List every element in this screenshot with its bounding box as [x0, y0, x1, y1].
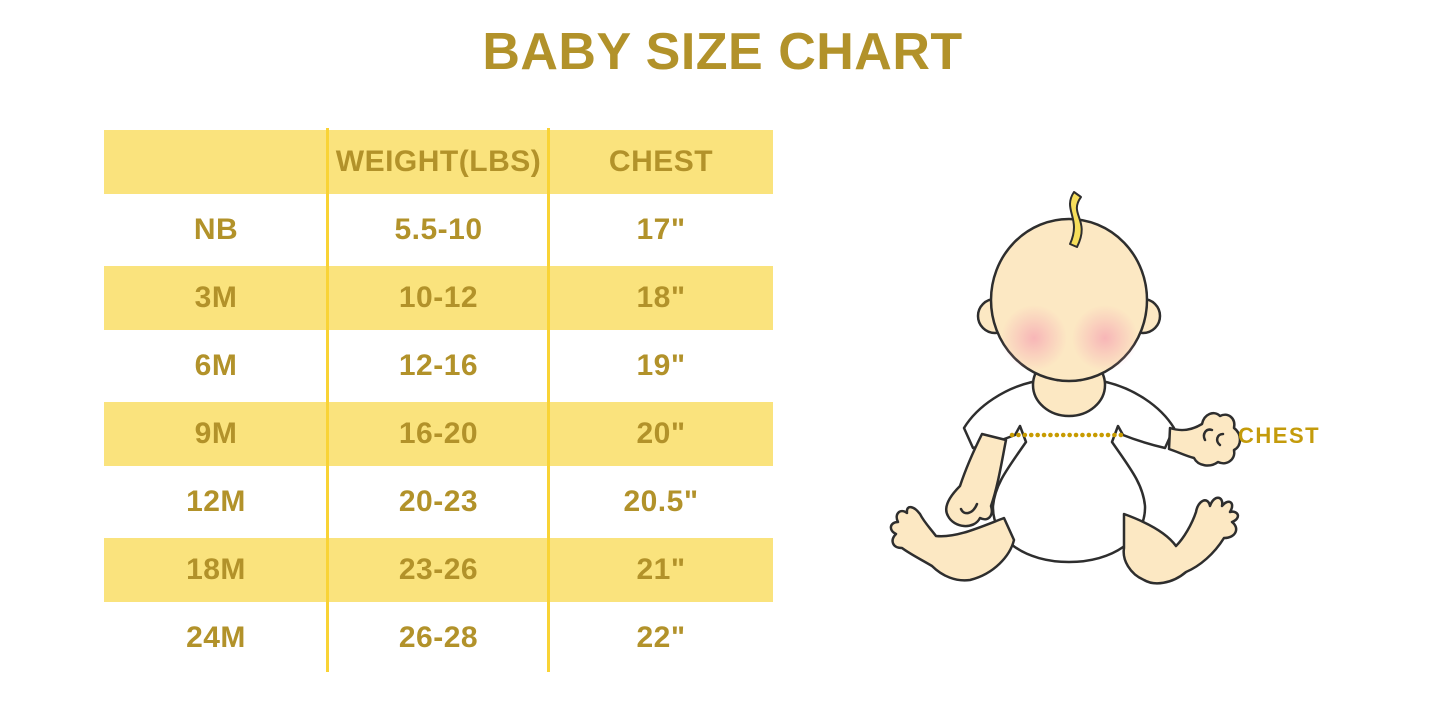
baby-size-table: WEIGHT(LBS) CHEST NB 5.5-10 17" 3M 10-12… — [104, 128, 773, 672]
table-row-6m: 6M 12-16 19" — [104, 332, 773, 400]
table-row-24m: 24M 26-28 22" — [104, 604, 773, 672]
baby-illustration — [878, 188, 1333, 613]
table-row-18m: 18M 23-26 21" — [104, 536, 773, 604]
weight-cell: 16-20 — [398, 417, 479, 450]
chest-cell: 20" — [636, 417, 686, 450]
header-cell-chest: CHEST — [608, 145, 714, 178]
size-cell: 12M — [186, 485, 246, 518]
table-row-12m: 12M 20-23 20.5" — [104, 468, 773, 536]
chest-cell: 22" — [636, 621, 686, 654]
table-row-3m: 3M 10-12 18" — [104, 264, 773, 332]
chest-cell: 20.5" — [623, 485, 699, 518]
column-separator-line — [326, 128, 329, 672]
baby-cheek-left — [1001, 305, 1067, 371]
baby-hair-curl — [1069, 191, 1083, 248]
table-header-row: WEIGHT(LBS) CHEST — [104, 128, 773, 196]
size-cell: 6M — [194, 349, 238, 382]
baby-cheek-right — [1072, 305, 1138, 371]
baby-leg-right — [1122, 496, 1240, 585]
header-cell-weight: WEIGHT(LBS) — [335, 145, 542, 178]
page-title: BABY SIZE CHART — [482, 23, 963, 81]
chest-cell: 19" — [636, 349, 686, 382]
chest-cell: 21" — [636, 553, 686, 586]
table-row-9m: 9M 16-20 20" — [104, 400, 773, 468]
size-cell: 18M — [186, 553, 246, 586]
baby-fist-curl-lines — [1202, 428, 1225, 447]
size-cell: 24M — [186, 621, 246, 654]
chest-label: CHEST — [1238, 423, 1321, 448]
weight-cell: 23-26 — [398, 553, 479, 586]
weight-cell: 12-16 — [398, 349, 479, 382]
weight-cell: 20-23 — [398, 485, 479, 518]
weight-cell: 26-28 — [398, 621, 479, 654]
size-cell: 3M — [194, 281, 238, 314]
weight-cell: 10-12 — [398, 281, 479, 314]
baby-arm-left — [944, 432, 1008, 528]
size-cell: 9M — [194, 417, 238, 450]
column-separator-line — [547, 128, 550, 672]
table-row-nb: NB 5.5-10 17" — [104, 196, 773, 264]
chest-cell: 18" — [636, 281, 686, 314]
weight-cell: 5.5-10 — [394, 213, 483, 246]
baby-leg-left — [889, 505, 1016, 582]
baby-hand-finger-line — [959, 502, 979, 515]
header-cell-size — [104, 130, 328, 194]
chest-cell: 17" — [636, 213, 686, 246]
size-cell: NB — [193, 213, 239, 246]
